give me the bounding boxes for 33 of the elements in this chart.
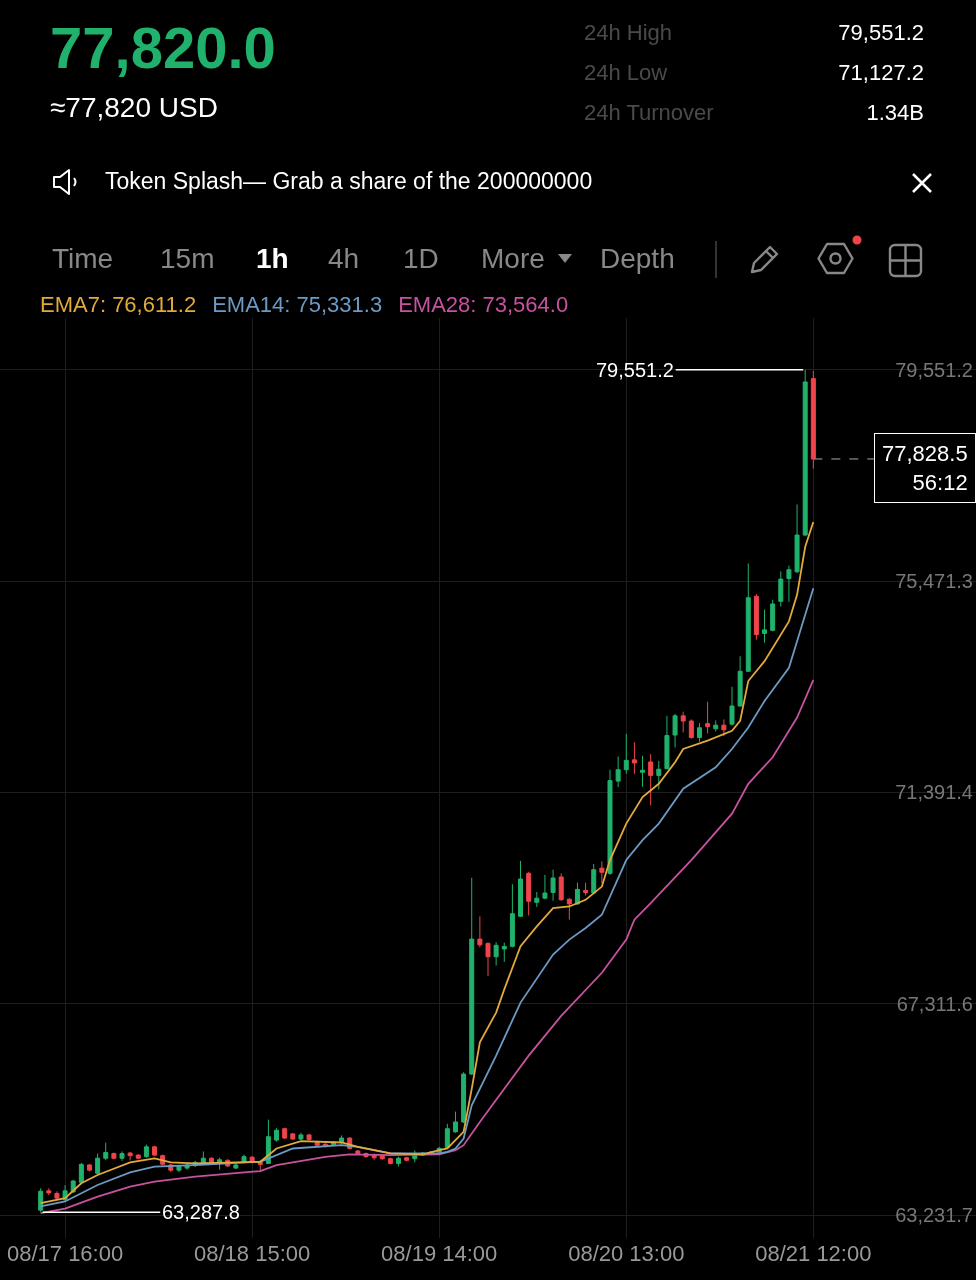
text: EMA7: 76,611.2 <box>40 292 197 317</box>
text: 1h <box>256 243 289 275</box>
text: Token Splash— Grab a share of the 200000000 <box>105 168 593 195</box>
text: ≈77,820 USD <box>50 92 218 124</box>
text: Depth <box>600 243 675 275</box>
y-tick-label: 67,311.6 <box>896 992 973 1015</box>
text: 24h High <box>584 20 673 46</box>
y-tick-label: 75,471.3 <box>895 570 973 593</box>
text: Time <box>52 243 114 275</box>
y-tick-label: 71,391.4 <box>895 781 973 804</box>
text: EMA28: 73,564.0 <box>398 292 569 317</box>
y-tick-label: 79,551.2 <box>895 358 973 381</box>
text: 24h Low <box>584 60 668 86</box>
text: 24h Turnover <box>584 100 714 126</box>
text: More <box>481 243 545 275</box>
x-tick-label: 08/17 16:00 <box>6 1241 124 1266</box>
text: 4h <box>328 243 360 275</box>
text: EMA14: 75,331.3 <box>212 292 383 317</box>
x-tick-label: 08/20 13:00 <box>568 1241 685 1266</box>
text: 15m <box>160 243 215 275</box>
text: 79,551.2 <box>838 20 924 46</box>
ref-line-label: 77,828.5 <box>882 441 968 466</box>
annotation: 79,551.2 <box>596 359 674 381</box>
text: 77,820.0 <box>50 14 276 81</box>
text: 1.34B <box>866 100 924 126</box>
annotation: 56:12 <box>912 469 968 495</box>
text: 1D <box>403 243 439 275</box>
x-tick-label: 08/21 12:00 <box>755 1241 872 1266</box>
annotation: 63,287.8 <box>162 1201 240 1223</box>
y-tick-label: 63,231.7 <box>895 1204 973 1227</box>
x-tick-label: 08/19 14:00 <box>381 1241 498 1266</box>
x-tick-label: 08/18 15:00 <box>194 1241 311 1266</box>
text: 71,127.2 <box>838 60 924 86</box>
